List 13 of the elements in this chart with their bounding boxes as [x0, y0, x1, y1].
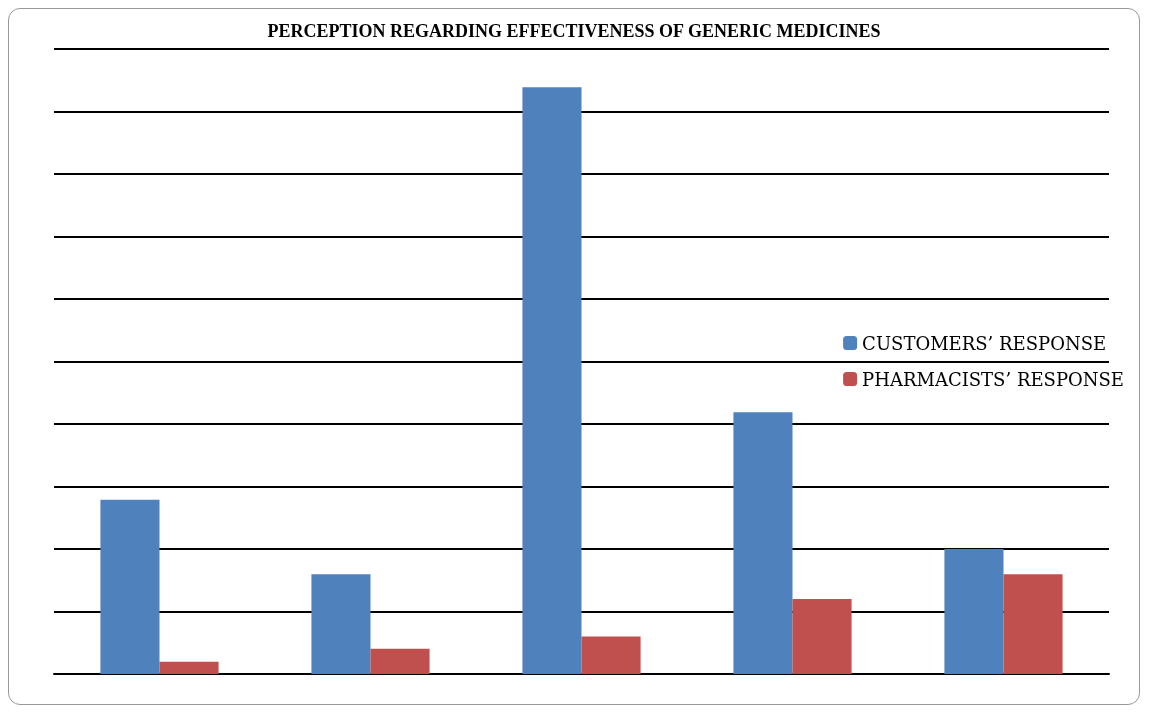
bar — [581, 636, 641, 674]
bar — [944, 549, 1004, 674]
legend-label: CUSTOMERS’ RESPONSE — [862, 332, 1107, 354]
bar — [733, 412, 793, 674]
bar — [792, 598, 852, 674]
chart-title: PERCEPTION REGARDING EFFECTIVENESS OF GENERIC MEDICINES — [267, 21, 881, 41]
bar — [1003, 574, 1063, 674]
legend-label: PHARMACISTS’ RESPONSE — [862, 368, 1125, 390]
bar — [370, 648, 430, 674]
bar — [159, 661, 219, 674]
bar — [100, 499, 160, 674]
bar — [311, 574, 371, 674]
bar — [522, 87, 582, 674]
